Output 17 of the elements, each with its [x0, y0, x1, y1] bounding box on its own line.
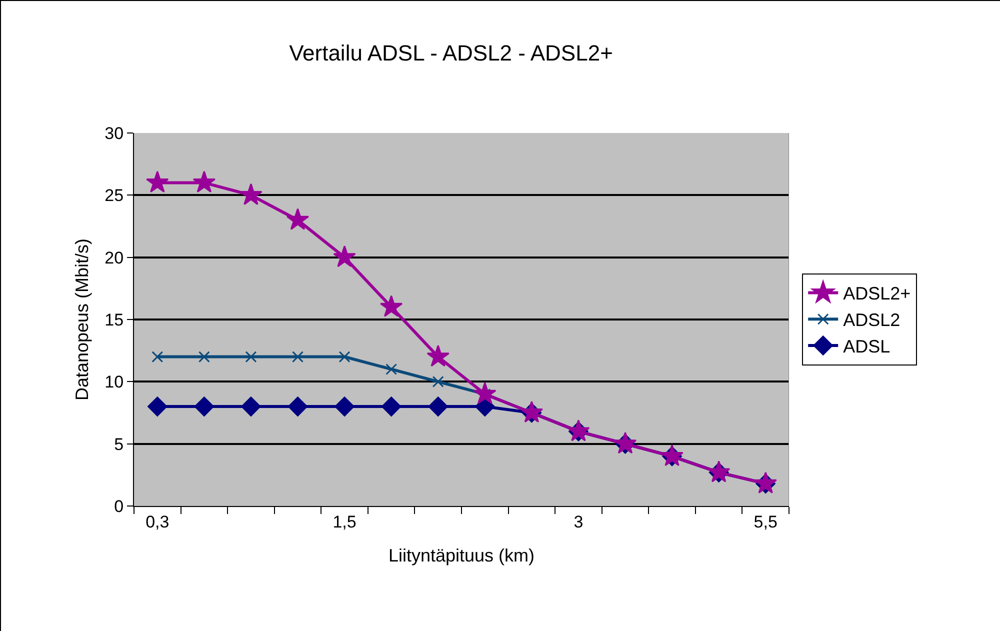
chart-title: Vertailu ADSL - ADSL2 - ADSL2+ — [289, 40, 613, 66]
y-tick-label: 0 — [114, 496, 124, 516]
y-tick-label: 20 — [104, 248, 124, 268]
x-tick-label: 0,3 — [146, 512, 170, 532]
y-tick-label: 15 — [104, 310, 124, 330]
legend-label: ADSL2 — [843, 310, 900, 330]
y-tick-label: 5 — [114, 434, 124, 454]
legend-label: ADSL — [843, 336, 890, 357]
y-tick-label: 30 — [104, 124, 124, 143]
y-axis-title: Datanopeus (Mbit/s) — [72, 238, 92, 401]
x-tick-label: 3 — [574, 512, 584, 532]
y-tick-label: 25 — [104, 186, 124, 206]
x-tick-label: 1,5 — [332, 512, 356, 532]
y-tick-label: 10 — [104, 372, 124, 392]
legend-label: ADSL2+ — [843, 284, 911, 304]
x-axis-title: Liityntäpituus (km) — [388, 546, 535, 566]
x-tick-label: 5,5 — [754, 512, 778, 532]
